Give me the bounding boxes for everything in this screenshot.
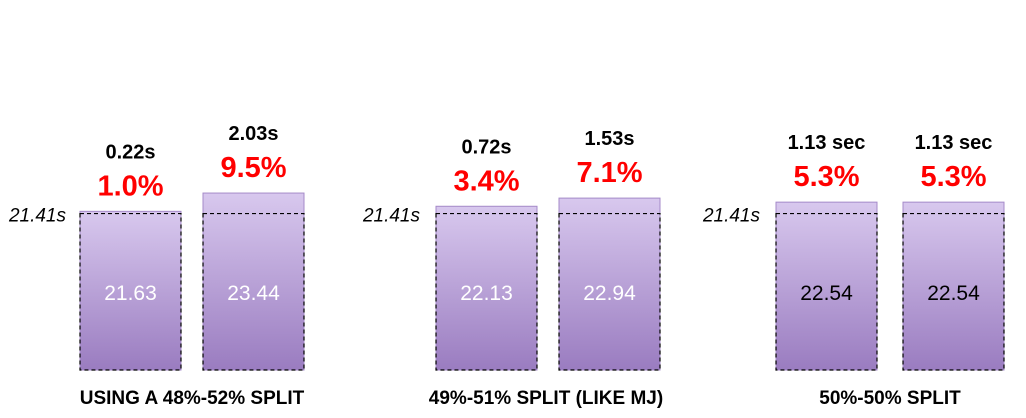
bar-value-label: 22.94 [583, 282, 636, 305]
percent-label: 9.5% [220, 152, 286, 184]
baseline-dashed-box [435, 212, 538, 371]
time-label: 0.22s [105, 141, 155, 163]
baseline-dashed-box [202, 212, 305, 371]
bar [435, 205, 538, 371]
bar [775, 201, 878, 371]
percent-label: 1.0% [97, 170, 163, 202]
bar-value-label: 21.63 [104, 282, 157, 305]
bar [79, 210, 182, 371]
baseline-dashed-box [79, 212, 182, 371]
time-label: 1.53s [584, 128, 634, 150]
baseline-dashed-box [902, 212, 1005, 371]
bar [558, 197, 661, 371]
bar [202, 192, 305, 371]
group-axis-label: USING A 48%-52% SPLIT [80, 388, 305, 409]
bar [902, 201, 1005, 371]
baseline-label: 21.41s [8, 206, 67, 227]
time-label: 1.13 sec [915, 132, 993, 154]
percent-label: 5.3% [793, 161, 859, 193]
baseline-label: 21.41s [702, 206, 761, 227]
group-axis-label: 50%-50% SPLIT [819, 388, 961, 409]
bar-value-label: 22.13 [460, 282, 513, 305]
baseline-label: 21.41s [362, 206, 421, 227]
percent-label: 5.3% [920, 161, 986, 193]
bar-value-label: 23.44 [227, 282, 280, 305]
time-label: 0.72s [461, 136, 511, 158]
time-label: 1.13 sec [788, 132, 866, 154]
percent-label: 3.4% [453, 165, 519, 197]
bar-value-label: 22.54 [800, 282, 853, 305]
group-axis-label: 49%-51% SPLIT (LIKE MJ) [429, 388, 663, 409]
time-label: 2.03s [228, 123, 278, 145]
baseline-dashed-box [775, 212, 878, 371]
baseline-dashed-box [558, 212, 661, 371]
bar-value-label: 22.54 [927, 282, 980, 305]
percent-label: 7.1% [576, 157, 642, 189]
